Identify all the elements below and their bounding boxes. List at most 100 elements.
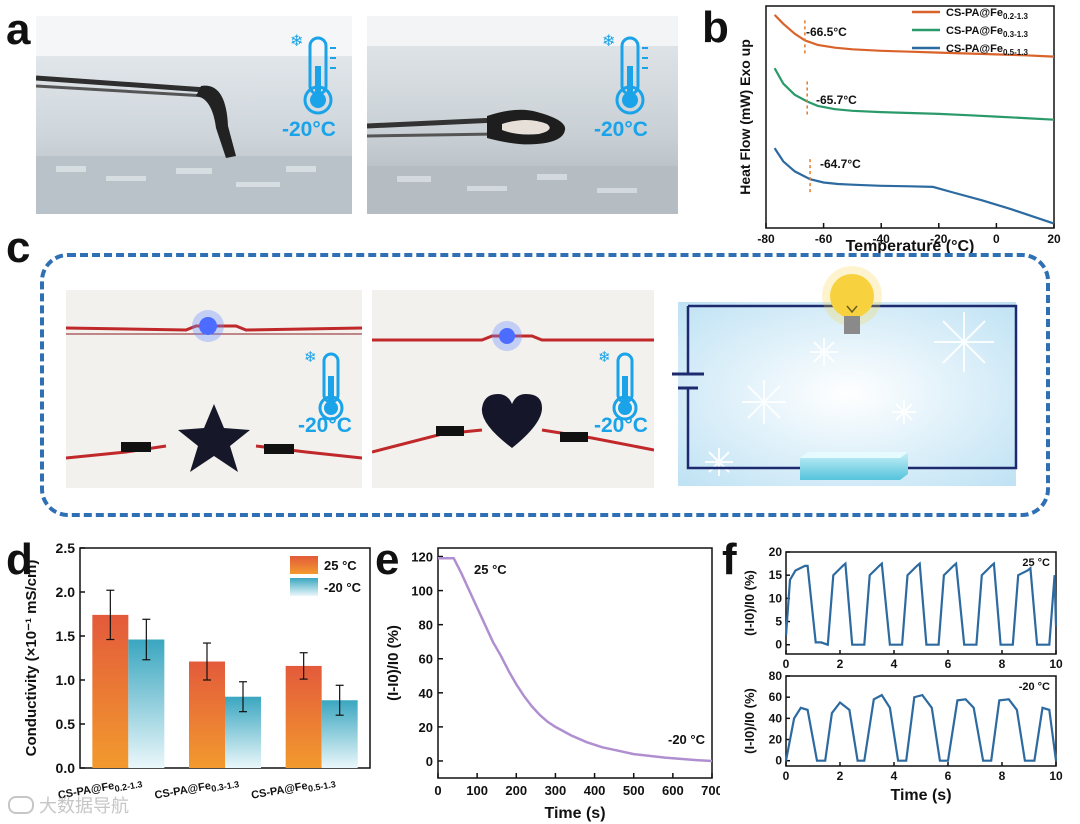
y-tick-label: 1.5	[56, 628, 76, 644]
y-tick-label: 20	[769, 545, 783, 559]
y-tick-label: 20	[769, 733, 783, 747]
legend-label: 25 °C	[324, 558, 357, 573]
snowflake-icon	[705, 312, 994, 476]
x-tick-label: 20	[1047, 232, 1061, 246]
plot-frame	[785, 675, 1057, 767]
y-tick-label: 0.5	[56, 716, 76, 732]
x-axis-label: Time (s)	[890, 787, 951, 804]
x-tick-label: -60	[815, 232, 833, 246]
snowflake-icon: ❄	[602, 33, 615, 50]
temp-annotation: -20 °C	[1019, 681, 1050, 693]
x-tick-label: 2	[837, 657, 844, 671]
tg-label: -64.7°C	[820, 157, 861, 171]
bar-1-0	[128, 639, 165, 768]
x-tick-label: -20	[930, 232, 948, 246]
x-tick-label: 10	[1049, 769, 1063, 783]
legend-label: CS-PA@Fe0.2-1.3	[946, 7, 1028, 21]
y-tick-label: 1.0	[56, 672, 76, 688]
y-axis-label: (I-I0)/I0 (%)	[742, 688, 757, 754]
tg-label: -65.7°C	[816, 93, 857, 107]
x-tick-label: 8	[999, 657, 1006, 671]
legend-swatch	[290, 578, 318, 596]
cyclic-response-chart: 0 2 4 6 8 10 0 5 10 15 20 (I-I0)/I0 (%) 25 °C 0 2 4 6 8 10…	[742, 545, 1063, 804]
legend-label: CS-PA@Fe0.5-1.3	[946, 43, 1028, 57]
legend-label: CS-PA@Fe0.3-1.3	[946, 25, 1028, 39]
x-tick-label: 300	[545, 783, 567, 798]
plot-frame	[765, 5, 1055, 229]
plot-frame	[437, 547, 713, 779]
x-tick-label: -80	[757, 232, 775, 246]
temp-label-c2: -20°C	[594, 414, 648, 437]
panel-label-f: f	[722, 535, 737, 584]
snowflake-icon: ❄	[290, 33, 303, 50]
annotation-minus20c: -20 °C	[668, 732, 706, 747]
hydrogel-block	[800, 452, 908, 480]
photo-strip-looped	[367, 16, 678, 214]
x-tick-label: 700	[701, 783, 720, 798]
y-tick-label: 2.0	[56, 584, 76, 600]
x-tick-label: 2	[837, 769, 844, 783]
thermometer-icon: ❄	[602, 33, 648, 115]
x-tick-label: 100	[466, 783, 488, 798]
legend-label: -20 °C	[324, 580, 362, 595]
series-line-1	[773, 67, 1055, 121]
y-tick-label: 120	[411, 550, 433, 565]
y-axis-label: Heat Flow (mW) Exo up	[737, 39, 753, 195]
conductivity-bar-chart: 0.0 0.5 1.0 1.5 2.0 2.5 Conductivity (×10⁻¹ mS…	[23, 540, 371, 804]
x-tick-label: 200	[505, 783, 527, 798]
y-axis-label: Conductivity (×10⁻¹ mS/cm)	[23, 560, 40, 757]
x-tick-label: 4	[891, 769, 898, 783]
thermometer-icon: ❄	[304, 349, 344, 421]
y-tick-label: 80	[769, 669, 783, 683]
light-bulb-icon	[822, 266, 882, 334]
y-tick-label: 40	[419, 686, 433, 701]
panel-label-e: e	[375, 535, 400, 584]
bar-0-0	[92, 614, 129, 768]
x-tick-label: 4	[891, 657, 898, 671]
thermometer-icon: ❄	[290, 33, 336, 115]
y-tick-label: 0	[775, 754, 782, 768]
y-tick-label: 0.0	[56, 760, 76, 776]
category-label: CS-PA@Fe0.5-1.3	[250, 775, 336, 804]
snowflake-icon: ❄	[598, 349, 611, 366]
series-line-2	[773, 147, 1055, 225]
x-tick-label: 500	[623, 783, 645, 798]
thermometer-icon: ❄	[598, 349, 638, 421]
category-label: CS-PA@Fe0.3-1.3	[154, 775, 240, 804]
circuit-diagram	[672, 266, 1018, 486]
panel-label-c: c	[6, 223, 31, 272]
tg-label: -66.5°C	[806, 25, 847, 39]
y-tick-label: 0	[775, 638, 782, 652]
x-tick-label: 0	[993, 232, 1000, 246]
temp-annotation: 25 °C	[1022, 557, 1050, 569]
bar-0-2	[285, 665, 322, 768]
x-tick-label: 10	[1049, 657, 1063, 671]
x-tick-label: 0	[783, 769, 790, 783]
temp-label-a1: -20°C	[282, 118, 336, 141]
temp-label-a2: -20°C	[594, 118, 648, 141]
photo-strip-bent	[36, 16, 352, 214]
annotation-25c: 25 °C	[474, 562, 507, 577]
dsc-chart: -80 -60 -40 -20 0 20 Temperature (°C) Heat Flow…	[737, 5, 1061, 255]
watermark-logo: 大数据导航	[8, 792, 129, 818]
x-tick-label: 0	[783, 657, 790, 671]
cycle-curve-0	[784, 561, 1058, 647]
y-tick-label: 60	[769, 690, 783, 704]
watermark-text: 大数据导航	[39, 796, 130, 816]
panel-label-a: a	[6, 5, 31, 54]
watermark-icon	[8, 796, 34, 814]
y-tick-label: 20	[419, 720, 433, 735]
y-tick-label: 80	[419, 618, 433, 633]
y-tick-label: 5	[775, 615, 782, 629]
x-axis-label: Time (s)	[544, 805, 605, 822]
y-tick-label: 15	[769, 568, 783, 582]
y-tick-label: 0	[426, 754, 433, 769]
circuit-demo-frame	[40, 253, 1050, 517]
panel-label-d: d	[6, 535, 33, 584]
x-tick-label: 600	[662, 783, 684, 798]
series-line-0	[773, 14, 1055, 58]
y-tick-label: 40	[769, 711, 783, 725]
x-axis-label: Temperature (°C)	[846, 238, 975, 255]
x-tick-label: 6	[945, 657, 952, 671]
y-axis-label: (I-I0)/I0 (%)	[385, 625, 402, 701]
